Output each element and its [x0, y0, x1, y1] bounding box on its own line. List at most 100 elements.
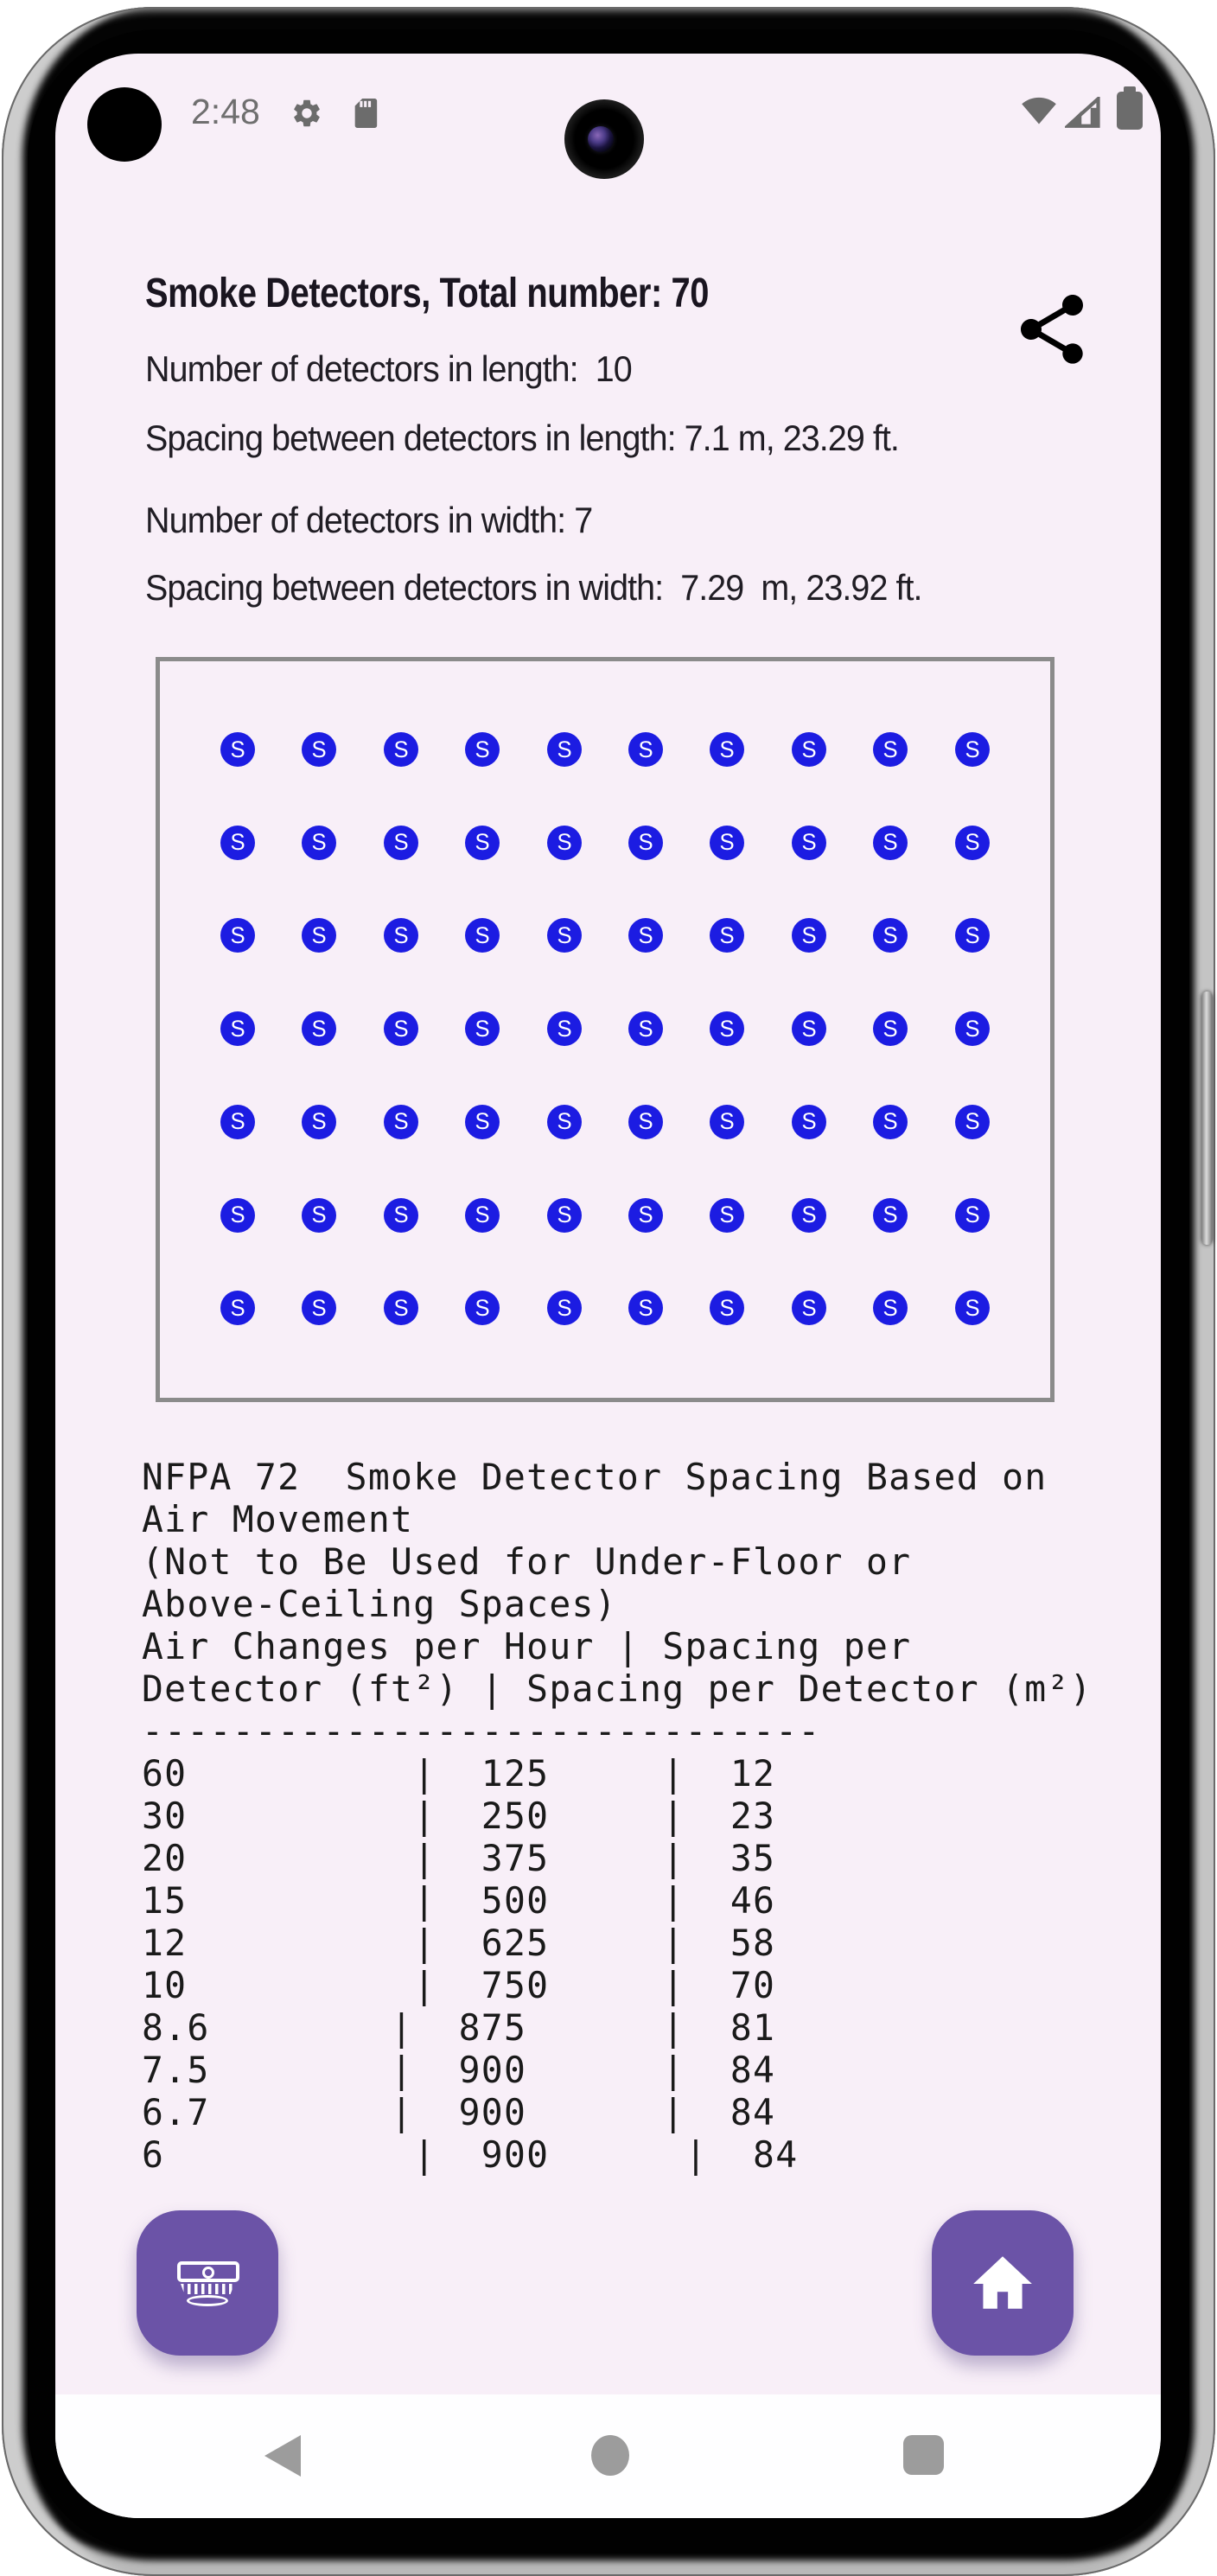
detector-label: S — [475, 829, 490, 856]
detector-label: S — [719, 1202, 735, 1227]
detector-marker: S — [465, 1197, 500, 1233]
share-button[interactable] — [978, 257, 1125, 404]
sd-card-icon — [350, 95, 379, 136]
detector-marker: S — [465, 1011, 500, 1047]
detector-label: S — [965, 1015, 980, 1042]
detector-marker: S — [954, 918, 990, 953]
detector-marker: S — [954, 732, 990, 767]
detector-marker: S — [383, 1104, 418, 1139]
detector-label: S — [393, 1294, 409, 1321]
detector-label: S — [638, 1015, 653, 1042]
page-title: Smoke Detectors, Total number: 70 — [145, 271, 709, 316]
nfpa-text-line: 7.5 | 900 | 84 — [142, 2049, 776, 2091]
detector-marker: S — [383, 918, 418, 953]
detector-label: S — [719, 1294, 735, 1321]
detector-marker: S — [710, 1011, 745, 1047]
detector-marker: S — [383, 825, 418, 860]
detector-label: S — [638, 736, 653, 762]
detector-label: S — [393, 921, 409, 948]
result-line-spacing-width: Spacing between detectors in width: 7.29… — [145, 567, 923, 608]
detector-marker: S — [710, 825, 745, 860]
nfpa-text-line: 20 | 375 | 35 — [142, 1837, 776, 1879]
detector-label: S — [311, 1108, 327, 1135]
nav-recents-button[interactable] — [886, 2422, 960, 2488]
detector-label: S — [230, 1015, 245, 1042]
share-icon — [1010, 294, 1093, 373]
detector-marker: S — [465, 825, 500, 860]
detector-marker: S — [546, 1011, 582, 1047]
back-icon — [264, 2435, 301, 2477]
detector-marker: S — [302, 732, 337, 767]
detector-marker: S — [710, 1104, 745, 1139]
detector-marker: S — [383, 1011, 418, 1047]
nfpa-text-line: Detector (ft²) | Spacing per Detector (m… — [142, 1667, 1093, 1710]
detector-label: S — [719, 736, 735, 762]
nfpa-text-line: (Not to Be Used for Under-Floor or — [142, 1540, 912, 1583]
detector-label: S — [801, 829, 817, 856]
detector-label: S — [311, 1015, 327, 1042]
signal-icon — [1063, 94, 1101, 132]
nfpa-text-line: Above-Ceiling Spaces) — [142, 1583, 617, 1625]
smoke-detector-screen-button[interactable] — [137, 2210, 278, 2356]
detector-marker: S — [791, 1291, 826, 1326]
home-icon — [969, 2248, 1036, 2318]
camera-module — [564, 99, 644, 179]
result-line-detectors-width: Number of detectors in width: 7 — [145, 500, 593, 540]
nav-back-button[interactable] — [248, 2426, 317, 2486]
detector-marker: S — [954, 1011, 990, 1047]
detector-label: S — [882, 1108, 898, 1135]
nfpa-text-line: NFPA 72 Smoke Detector Spacing Based on — [142, 1456, 1048, 1498]
detector-label: S — [638, 1108, 653, 1135]
detector-marker: S — [628, 1011, 663, 1047]
status-time: 2:48 — [191, 92, 260, 131]
detector-marker: S — [302, 1197, 337, 1233]
nav-home-button[interactable] — [574, 2419, 647, 2491]
detector-label: S — [638, 921, 653, 948]
detector-label: S — [557, 1294, 572, 1321]
detector-marker: S — [220, 1197, 255, 1233]
detector-label: S — [965, 1202, 980, 1227]
home-button[interactable] — [932, 2210, 1074, 2356]
detector-label: S — [557, 736, 572, 762]
nfpa-table-block: NFPA 72 Smoke Detector Spacing Based on A… — [142, 1456, 1107, 2176]
detector-marker: S — [302, 1011, 337, 1047]
settings-icon — [290, 97, 323, 134]
detector-label: S — [393, 1015, 409, 1042]
detector-marker: S — [791, 732, 826, 767]
detector-label: S — [638, 1294, 653, 1321]
nfpa-text-line: ------------------------------ — [142, 1710, 821, 1752]
detector-label: S — [475, 736, 490, 762]
nfpa-text-line: Air Changes per Hour | Spacing per — [142, 1625, 912, 1667]
detector-marker: S — [954, 1291, 990, 1326]
detector-label: S — [638, 829, 653, 856]
detector-label: S — [801, 1015, 817, 1042]
detector-marker: S — [710, 918, 745, 953]
detector-label: S — [230, 1294, 245, 1321]
detector-label: S — [882, 829, 898, 856]
nfpa-text-line: 60 | 125 | 12 — [142, 1752, 776, 1795]
camera-lens — [588, 126, 614, 152]
detector-label: S — [311, 736, 327, 762]
detector-label: S — [965, 1294, 980, 1321]
detector-marker: S — [383, 732, 418, 767]
nfpa-text-line: 30 | 250 | 23 — [142, 1795, 776, 1837]
detector-label: S — [801, 736, 817, 762]
room-plan: S S S S S S S S S S S S S S S S S S S S S S S S S S S S S S S S S S S S S S S S… — [156, 657, 1055, 1402]
detector-label: S — [719, 1108, 735, 1135]
detector-marker: S — [546, 1197, 582, 1233]
detector-marker: S — [791, 1104, 826, 1139]
detector-marker: S — [546, 825, 582, 860]
detector-label: S — [882, 1015, 898, 1042]
detector-marker: S — [220, 825, 255, 860]
detector-marker: S — [791, 1011, 826, 1047]
detector-label: S — [557, 1108, 572, 1135]
nfpa-text-line: 15 | 500 | 46 — [142, 1879, 776, 1922]
home-circle-icon — [591, 2434, 629, 2476]
detector-label: S — [230, 736, 245, 762]
detector-marker: S — [954, 1197, 990, 1233]
detector-marker: S — [873, 732, 908, 767]
navigation-bar — [55, 2394, 1161, 2518]
detector-label: S — [882, 1294, 898, 1321]
detector-label: S — [801, 1108, 817, 1135]
detector-marker: S — [465, 918, 500, 953]
